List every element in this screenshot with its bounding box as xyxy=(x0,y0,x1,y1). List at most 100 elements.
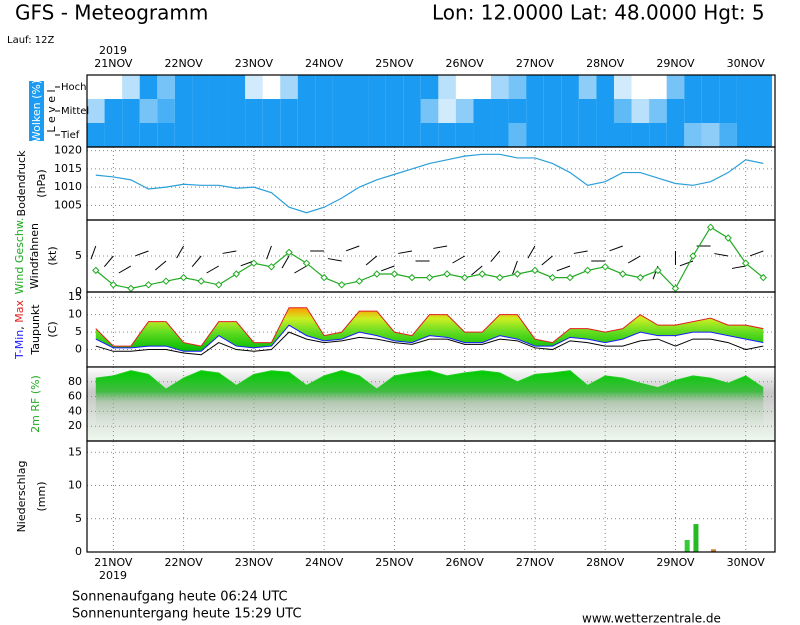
cloud-cell xyxy=(613,75,632,99)
wind-barb xyxy=(266,245,272,260)
cloud-cell xyxy=(438,75,456,99)
wind-barb xyxy=(749,250,764,257)
cloud-cell xyxy=(613,99,632,123)
cloud-cell xyxy=(87,123,105,147)
wind-point xyxy=(408,273,416,282)
x-tick-label: 26NOV xyxy=(446,556,485,569)
wind-point xyxy=(443,270,451,278)
cloud-cell xyxy=(332,123,351,147)
panel-unit: (hPa) xyxy=(35,169,48,197)
cloud-cell xyxy=(262,123,281,147)
cloud-cell xyxy=(385,75,404,99)
level-label: Mittel xyxy=(61,106,89,117)
wind-point xyxy=(215,281,223,289)
cloud-cell xyxy=(403,123,421,147)
cloud-cell xyxy=(666,123,685,147)
y-tick-label: 5 xyxy=(75,512,82,525)
level-label: Hoch xyxy=(61,82,86,93)
cloud-cell xyxy=(596,123,614,147)
level-label: Tief xyxy=(60,130,80,141)
cloud-cell xyxy=(87,99,105,123)
cloud-cell xyxy=(192,99,210,123)
panel-unit: (mm) xyxy=(35,481,48,511)
cloud-cell xyxy=(613,123,632,147)
x-tick-label: 27NOV xyxy=(516,556,555,569)
cloud-cell xyxy=(420,99,439,123)
wind-barb xyxy=(556,265,571,272)
cloud-cell xyxy=(174,99,193,123)
wind-point xyxy=(706,223,715,231)
cloud-cell xyxy=(526,123,544,147)
wind-point xyxy=(92,266,100,275)
wind-point xyxy=(179,273,188,282)
wind-barb xyxy=(452,255,465,264)
wind-point xyxy=(566,273,574,282)
y-tick-label: 1015 xyxy=(54,162,82,175)
cloud-cell xyxy=(174,75,193,99)
cloud-cell xyxy=(227,123,246,147)
wind-point xyxy=(636,273,645,282)
x-tick-label: 29NOV xyxy=(656,556,695,569)
cloud-cell xyxy=(403,75,421,99)
y-tick-label: 10 xyxy=(68,308,82,321)
cloud-cell xyxy=(701,75,720,99)
cloud-cell xyxy=(262,99,281,123)
cloud-cell xyxy=(297,123,316,147)
y-tick-label: 0 xyxy=(75,343,82,356)
cloud-cell xyxy=(104,99,123,123)
wind-barb xyxy=(609,245,623,252)
y-tick-label: 5 xyxy=(75,325,82,338)
cloud-cell xyxy=(578,75,597,99)
wind-point xyxy=(285,248,293,257)
wind-barb xyxy=(155,260,167,271)
x-tick-label: 30NOV xyxy=(727,556,766,569)
precip-bar xyxy=(711,549,717,552)
wind-barb xyxy=(490,250,501,263)
y-tick-label: 0 xyxy=(75,545,82,558)
panel-frame xyxy=(86,440,776,553)
wind-barb xyxy=(627,255,641,264)
cloud-cell xyxy=(122,75,140,99)
wind-point xyxy=(320,273,328,282)
panel-frame xyxy=(86,146,776,221)
cloud-cell xyxy=(227,99,246,123)
cloud-cell xyxy=(245,99,263,123)
wind-barb xyxy=(433,245,448,249)
cloud-cell xyxy=(526,75,544,99)
wind-barb xyxy=(118,265,132,274)
cloud-cell xyxy=(350,123,369,147)
cloud-cell xyxy=(701,123,720,147)
sunrise: Sonnenaufgang heute 06:24 UTC xyxy=(72,590,288,605)
y-tick-label: 0 xyxy=(75,285,82,298)
wind-barb xyxy=(731,265,746,269)
wind-barb xyxy=(206,265,219,274)
wind-barb xyxy=(176,245,185,259)
cloud-cell xyxy=(315,99,333,123)
wind-barb xyxy=(281,255,290,269)
cloud-cell xyxy=(754,75,773,99)
panel-label: 2m RF (%) xyxy=(29,375,42,433)
wind-point xyxy=(267,263,276,271)
wind-point xyxy=(601,263,609,271)
wind-point xyxy=(390,270,399,278)
year-top: 2019 xyxy=(99,44,127,57)
wind-point xyxy=(425,273,434,282)
cloud-cell xyxy=(280,99,298,123)
cloud-cell xyxy=(245,75,263,99)
cloud-cell xyxy=(104,123,123,147)
cloud-cell xyxy=(420,75,439,99)
precip-bar xyxy=(684,540,690,552)
temp-line xyxy=(95,324,764,352)
wind-barb xyxy=(541,255,553,266)
cloud-cell xyxy=(368,75,386,99)
source: www.wetterzentrale.de xyxy=(582,612,721,625)
cloud-cell xyxy=(438,99,456,123)
wind-point xyxy=(232,270,241,278)
x-tick-label: 25NOV xyxy=(375,556,414,569)
y-tick-label: 15 xyxy=(68,445,82,458)
y-tick-label: 15 xyxy=(68,290,82,303)
panel-label: Wind Geschw. xyxy=(13,218,26,295)
panel-label: Niederschlag xyxy=(15,461,28,533)
cloud-cell xyxy=(596,99,614,123)
